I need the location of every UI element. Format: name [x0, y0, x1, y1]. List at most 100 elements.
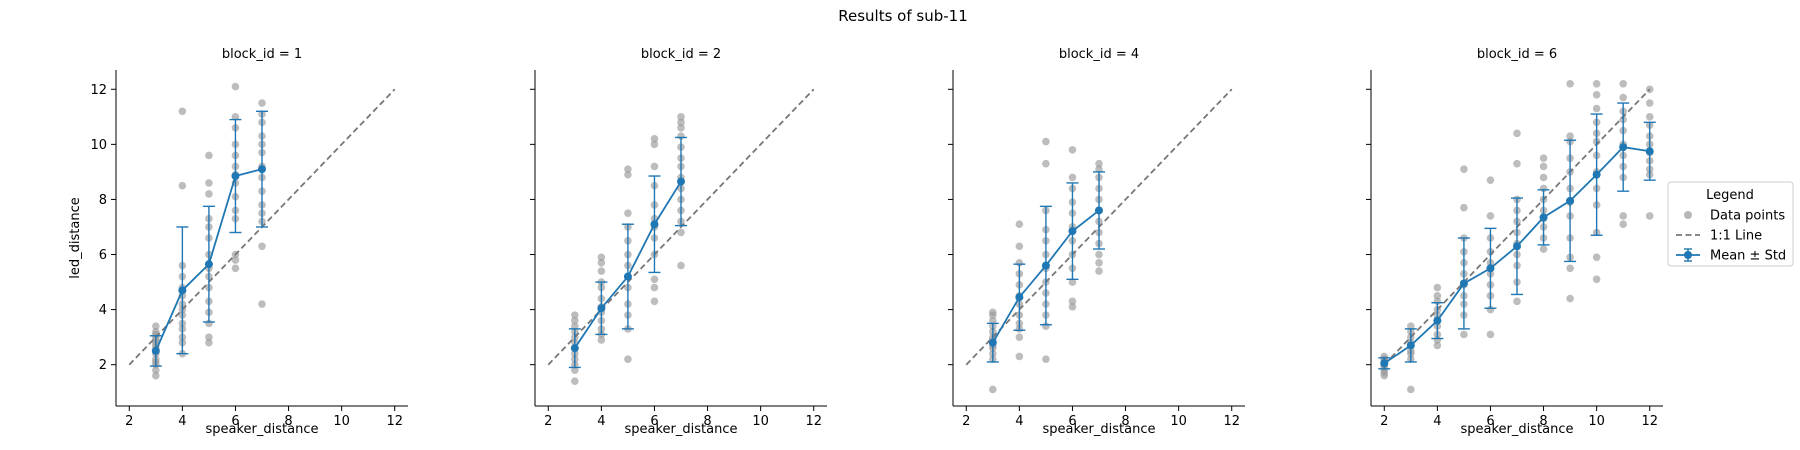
x-tick-label: 8: [1121, 414, 1129, 429]
y-tick-label: 4: [99, 303, 107, 318]
data-point: [1539, 245, 1548, 253]
mean-marker: [1406, 341, 1415, 350]
data-point: [677, 118, 685, 127]
data-point: [571, 322, 579, 330]
mean-marker: [151, 346, 160, 355]
data-point: [597, 267, 606, 275]
data-point: [597, 336, 606, 344]
data-point: [1645, 113, 1654, 121]
legend-frame: [1667, 181, 1794, 267]
data-point: [650, 283, 659, 292]
x-axis-label: speaker_distance: [1043, 422, 1156, 437]
y-tick-label: 2: [99, 358, 107, 373]
data-point: [1095, 267, 1103, 275]
y-tick-label: 8: [99, 193, 107, 208]
data-point: [205, 179, 213, 187]
data-point: [231, 113, 240, 121]
subplot-panels: block_id = 1 2 4 6 8 10 12 2 4 6 8 10 12 speaker_dist…: [68, 47, 1663, 437]
data-point: [1407, 385, 1415, 394]
identity-line: [547, 88, 815, 366]
mean-marker: [1592, 170, 1601, 179]
x-tick-label: 10: [1170, 414, 1187, 429]
x-tick-label: 10: [752, 414, 769, 429]
mean-marker: [178, 286, 187, 295]
data-point: [989, 308, 997, 317]
data-point: [1015, 220, 1024, 229]
data-point: [1460, 203, 1468, 212]
x-tick-label: 6: [650, 414, 658, 429]
data-point: [624, 165, 632, 173]
x-tick-label: 2: [125, 414, 133, 429]
data-point: [650, 140, 659, 149]
x-tick-label: 2: [544, 414, 552, 429]
data-point: [1566, 294, 1574, 303]
data-point: [1619, 212, 1627, 220]
x-axis-label: speaker_distance: [206, 422, 319, 437]
data-point: [152, 366, 160, 374]
mean-marker: [204, 260, 213, 269]
x-tick-label: 6: [1068, 414, 1076, 429]
data-point: [1513, 297, 1521, 306]
x-tick-label: 2: [1380, 414, 1388, 429]
data-point: [1592, 90, 1601, 99]
data-point: [1513, 159, 1521, 168]
data-point: [1042, 137, 1050, 146]
x-tick-label: 10: [333, 414, 350, 429]
data-point: [1566, 79, 1574, 88]
x-tick-label: 8: [1539, 414, 1547, 429]
data-point: [1068, 173, 1077, 182]
data-point: [205, 333, 213, 341]
data-point: [1539, 173, 1548, 182]
legend-item-mean-std: Mean ± Std: [1710, 249, 1786, 264]
data-point: [597, 253, 606, 262]
mean-marker: [623, 272, 632, 281]
data-point: [571, 316, 579, 325]
mean-marker: [570, 344, 579, 353]
data-point: [1433, 292, 1442, 300]
subplot-panel-1: block_id = 1 2 4 6 8 10 12 2 4 6 8 10 12 speaker_dist…: [68, 47, 408, 437]
legend-title: Legend: [1706, 188, 1754, 203]
mean-marker: [1539, 213, 1548, 222]
data-point: [624, 170, 632, 179]
data-point: [677, 261, 685, 270]
data-point: [1095, 159, 1103, 168]
data-point: [1068, 303, 1077, 311]
mean-marker: [597, 304, 606, 313]
y-tick-label: 6: [99, 248, 107, 263]
data-point: [258, 300, 266, 308]
subplot-panel-4: block_id = 6 2 4 6 8 10 12 speaker_distance: [1366, 47, 1663, 437]
data-point: [231, 82, 240, 91]
data-point: [1486, 212, 1495, 220]
data-point: [650, 162, 659, 171]
data-point: [1486, 176, 1495, 184]
x-tick-label: 12: [386, 414, 403, 429]
data-point: [1095, 250, 1103, 259]
data-point: [650, 297, 659, 306]
mean-marker: [677, 177, 685, 186]
mean-marker: [1645, 147, 1654, 156]
data-point: [231, 256, 240, 264]
data-point: [989, 316, 997, 325]
mean-marker: [1619, 143, 1628, 152]
mean-marker: [1459, 279, 1468, 288]
mean-marker: [1486, 264, 1495, 273]
data-point: [1619, 220, 1627, 229]
x-tick-label: 12: [1641, 414, 1658, 429]
y-tick-label: 12: [90, 83, 107, 98]
data-point: [571, 377, 579, 386]
data-point: [1592, 253, 1601, 262]
data-point: [1539, 154, 1548, 162]
legend: Legend Data points 1:1 Line Mean ± Std: [1667, 181, 1794, 267]
panel-title: block_id = 1: [222, 47, 302, 62]
data-point: [571, 366, 579, 374]
data-point: [1645, 99, 1654, 107]
x-tick-label: 4: [1015, 414, 1023, 429]
data-point: [1592, 104, 1601, 113]
mean-marker: [1433, 316, 1442, 325]
subplot-panel-3: block_id = 4 2 4 6 8 10 12 speaker_distance: [948, 47, 1245, 437]
data-point: [152, 327, 160, 336]
figure-title: Results of sub-11: [838, 7, 968, 25]
mean-marker: [1068, 227, 1077, 236]
data-point: [1460, 330, 1468, 339]
